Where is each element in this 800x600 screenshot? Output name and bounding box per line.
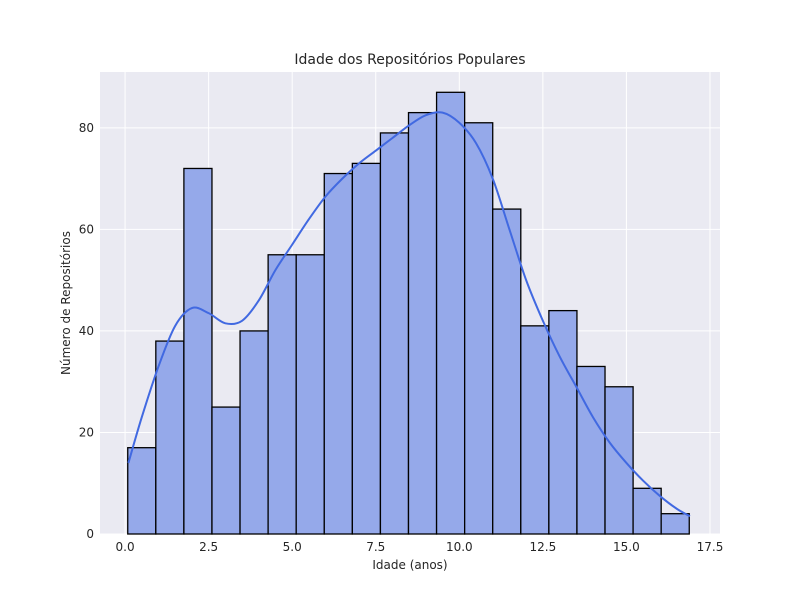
- x-tick-label: 0.0: [116, 540, 135, 554]
- histogram-bar: [604, 386, 634, 535]
- histogram-bar: [323, 172, 353, 535]
- histogram-bar: [407, 111, 438, 535]
- x-tick-label: 7.5: [366, 540, 385, 554]
- histogram-bar: [576, 365, 606, 535]
- histogram-bar: [183, 167, 213, 535]
- histogram-bar: [548, 309, 578, 535]
- histogram-bar: [239, 330, 269, 535]
- histogram-bar: [660, 513, 690, 535]
- histogram-bar: [463, 122, 494, 535]
- histogram-bar: [267, 254, 297, 535]
- histogram-bar: [379, 132, 410, 535]
- histogram-bar: [492, 208, 522, 535]
- histogram-bar: [211, 406, 241, 535]
- kde-curve: [127, 111, 691, 518]
- histogram-bar: [435, 91, 466, 535]
- histogram-bar: [520, 325, 550, 535]
- x-axis-title: Idade (anos): [372, 558, 447, 572]
- y-tick-label: 60: [79, 222, 94, 236]
- y-tick-label: 40: [79, 324, 94, 338]
- y-tick-label: 20: [79, 425, 94, 439]
- x-tick-label: 2.5: [199, 540, 218, 554]
- x-tick-label: 5.0: [283, 540, 302, 554]
- x-tick-label: 15.0: [613, 540, 640, 554]
- histogram-bar: [295, 254, 325, 535]
- histogram-bar: [351, 162, 382, 535]
- histogram-bars: [127, 91, 690, 535]
- y-axis-ticks: 0 20 40 60 80: [79, 121, 94, 541]
- histogram-bar: [127, 447, 157, 535]
- y-axis-title: Número de Repositórios: [59, 231, 73, 375]
- x-tick-label: 17.5: [697, 540, 724, 554]
- y-tick-label: 0: [86, 527, 94, 541]
- chart-title: Idade dos Repositórios Populares: [294, 52, 525, 68]
- histogram-bar: [632, 487, 662, 535]
- y-tick-label: 80: [79, 121, 94, 135]
- kde-curve-layer: [127, 111, 691, 518]
- x-axis-ticks: 0.0 2.5 5.0 7.5 10.0 12.5 15.0 17.5: [116, 540, 724, 554]
- histogram-bar: [155, 340, 185, 535]
- x-tick-label: 10.0: [446, 540, 473, 554]
- x-tick-label: 12.5: [529, 540, 556, 554]
